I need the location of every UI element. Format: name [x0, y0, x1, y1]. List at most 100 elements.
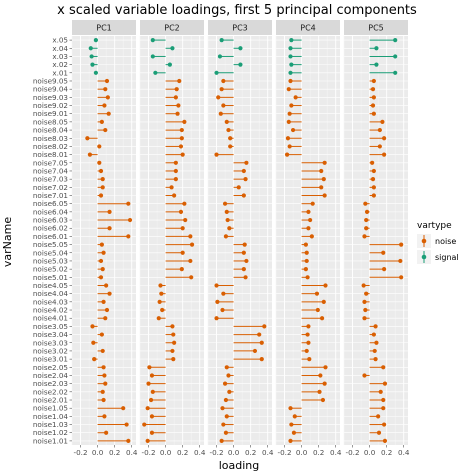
point-PC5-noise3.01	[373, 357, 378, 362]
panel-PC1: PC1 -0.2 0.0 0.2 0.4	[71, 20, 138, 457]
point-PC4-noise8.05	[286, 119, 291, 124]
y-tick-label-noise1.03: noise1.03	[33, 420, 68, 429]
panel-background	[208, 36, 272, 445]
point-PC3-x.02	[238, 62, 243, 67]
point-PC1-noise4.02	[104, 307, 110, 313]
x-tick-label: -0.2	[74, 448, 88, 457]
point-PC2-noise5.05	[189, 242, 195, 247]
y-tick-label-noise7.03: noise7.03	[33, 175, 68, 184]
legend-key-noise	[417, 234, 431, 248]
y-tick-label-noise5.03: noise5.03	[33, 256, 68, 265]
point-PC3-noise3.02	[252, 348, 258, 354]
point-PC2-noise7.04	[173, 168, 178, 174]
point-PC5-noise7.01	[371, 193, 376, 198]
point-PC1-noise9.03	[105, 95, 110, 100]
point-PC1-noise1.01	[126, 438, 131, 444]
y-tick-label-noise6.04: noise6.04	[33, 207, 69, 216]
point-PC2-noise9.01	[175, 111, 180, 116]
point-PC4-noise7.04	[319, 168, 324, 174]
y-tick-label-noise8.01: noise8.01	[33, 150, 68, 159]
point-PC3-noise1.01	[219, 438, 224, 444]
point-PC5-noise5.02	[382, 267, 387, 272]
point-PC1-x.04	[88, 46, 93, 51]
point-PC3-noise2.03	[222, 381, 228, 386]
point-PC2-noise4.02	[160, 307, 165, 313]
panel-background	[276, 36, 340, 445]
point-PC5-noise1.02	[376, 430, 382, 435]
x-tick-label: 0.4	[262, 448, 274, 457]
y-tick-label-noise3.05: noise3.05	[33, 322, 68, 331]
strip-background	[208, 20, 272, 35]
point-PC1-noise6.02	[107, 226, 112, 231]
y-tick-label-noise4.04: noise4.04	[33, 289, 69, 298]
point-PC4-noise2.04	[318, 373, 323, 378]
point-PC2-noise2.04	[149, 373, 155, 378]
y-tick-label-noise3.01: noise3.01	[33, 355, 68, 364]
x-tick-label: 0.0	[228, 448, 240, 457]
point-PC3-noise8.02	[228, 144, 233, 149]
point-PC2-noise4.04	[159, 291, 164, 296]
point-PC2-noise3.01	[171, 357, 176, 362]
point-PC3-x.04	[238, 46, 243, 51]
strip-background	[344, 20, 408, 35]
y-tick-label-noise3.03: noise3.03	[33, 338, 68, 347]
point-PC4-noise1.05	[288, 406, 293, 411]
point-PC2-noise4.05	[158, 283, 163, 288]
point-PC4-noise2.03	[322, 381, 327, 386]
point-PC5-noise2.03	[382, 381, 388, 386]
strip-label-PC3: PC3	[232, 24, 248, 33]
y-tick-label-noise1.04: noise1.04	[33, 412, 69, 421]
x-tick-label: -0.2	[278, 448, 292, 457]
point-PC2-noise5.01	[189, 275, 194, 280]
y-tick-label-noise6.01: noise6.01	[33, 232, 68, 241]
point-PC5-x.01	[393, 70, 398, 75]
point-PC1-noise2.01	[101, 397, 106, 403]
point-PC1-noise4.05	[104, 283, 109, 288]
point-PC5-noise5.01	[399, 275, 404, 280]
point-PC1-noise3.03	[91, 340, 96, 345]
point-PC4-noise1.04	[292, 414, 297, 419]
point-PC1-noise9.02	[102, 103, 107, 108]
point-PC5-noise7.04	[371, 168, 376, 174]
point-PC1-noise3.05	[90, 324, 95, 329]
y-tick-label-noise4.03: noise4.03	[33, 297, 68, 306]
point-PC2-noise9.02	[176, 103, 181, 108]
point-PC3-noise4.02	[220, 307, 225, 313]
point-PC5-noise6.04	[364, 209, 370, 214]
y-tick-label-noise9.03: noise9.03	[33, 93, 68, 102]
point-PC2-noise5.04	[180, 250, 185, 255]
point-PC3-noise7.01	[241, 193, 246, 198]
point-PC1-noise7.04	[98, 168, 104, 174]
point-PC5-noise8.01	[382, 152, 387, 157]
x-tick-label: 0.4	[126, 448, 138, 457]
x-tick-label: 0.0	[92, 448, 104, 457]
point-PC2-x.01	[153, 70, 158, 75]
point-PC5-noise8.05	[380, 119, 385, 124]
point-PC3-noise9.01	[218, 111, 223, 116]
point-PC5-noise4.05	[361, 283, 366, 288]
point-PC2-noise1.02	[149, 430, 155, 435]
x-tick-label: -0.2	[142, 448, 156, 457]
point-PC3-noise6.01	[223, 234, 229, 239]
point-PC3-noise1.02	[223, 430, 229, 435]
point-PC3-noise8.04	[226, 127, 231, 133]
point-PC1-noise7.03	[100, 177, 105, 182]
legend-key-point	[421, 238, 427, 244]
legend: vartype noise signal	[417, 221, 459, 264]
point-PC4-noise5.04	[304, 250, 309, 255]
panel-PC3: PC3 -0.2 0.0 0.2 0.4	[207, 20, 274, 457]
panels-layer: PC1 -0.2 0.0 0.2 0.4 PC2 -0.2 0.0 0.2 0.4 PC3 -0.2 0…	[71, 20, 410, 457]
point-PC3-noise7.02	[236, 185, 241, 190]
point-PC5-noise9.01	[371, 111, 376, 116]
y-axis-title: varName	[1, 217, 14, 267]
point-PC1-noise4.03	[101, 299, 106, 304]
point-PC4-noise1.03	[289, 422, 294, 427]
point-PC3-x.03	[217, 54, 223, 59]
point-PC1-noise5.05	[99, 242, 104, 247]
panel-PC5: PC5 -0.2 0.0 0.2 0.4	[343, 20, 410, 457]
y-tick-label-noise8.03: noise8.03	[33, 134, 68, 143]
point-PC5-noise6.01	[362, 234, 367, 239]
y-tick-label-noise3.04: noise3.04	[33, 330, 69, 339]
point-PC3-noise2.05	[224, 365, 229, 370]
